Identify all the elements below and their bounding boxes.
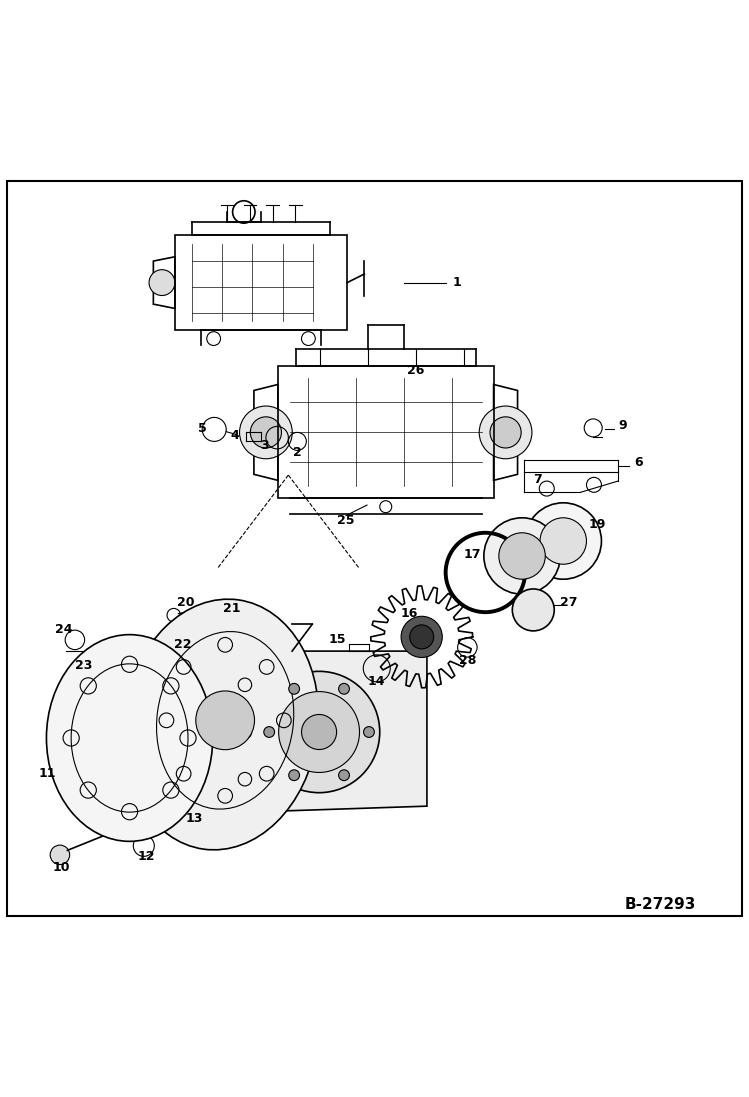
Text: 20: 20 [177,596,195,609]
Text: 21: 21 [223,602,241,615]
Text: 11: 11 [38,767,56,780]
Text: 24: 24 [55,623,73,636]
Circle shape [363,726,374,737]
Circle shape [499,533,545,579]
Circle shape [149,270,175,295]
Text: 9: 9 [618,419,627,432]
Circle shape [410,625,434,648]
Text: 16: 16 [401,607,419,620]
Circle shape [50,845,70,864]
Circle shape [339,683,349,694]
Text: 19: 19 [588,518,606,531]
Circle shape [258,671,380,793]
Circle shape [512,589,554,631]
Text: 14: 14 [367,676,385,688]
Circle shape [540,518,586,564]
Circle shape [250,417,282,448]
Ellipse shape [46,635,213,841]
Circle shape [484,518,560,595]
Text: 27: 27 [560,596,578,609]
Circle shape [195,691,255,749]
Text: 2: 2 [293,446,302,460]
Text: 10: 10 [52,861,70,874]
Text: 23: 23 [75,659,93,671]
Circle shape [339,770,349,781]
Text: 15: 15 [328,633,346,646]
Text: 28: 28 [458,654,476,667]
Text: 5: 5 [198,422,207,436]
Text: 3: 3 [260,440,269,452]
Text: 1: 1 [452,276,461,290]
Text: 26: 26 [407,364,425,376]
Text: 7: 7 [533,473,542,486]
Circle shape [525,502,601,579]
Text: 4: 4 [231,429,240,442]
Text: 22: 22 [174,637,192,651]
Circle shape [240,406,292,459]
Circle shape [302,714,336,749]
Text: 6: 6 [634,456,643,468]
Polygon shape [225,652,427,813]
Ellipse shape [124,599,318,850]
Text: 18: 18 [515,530,533,543]
Text: 13: 13 [186,812,204,825]
Circle shape [479,406,532,459]
Text: B-27293: B-27293 [625,896,697,912]
Circle shape [264,726,275,737]
Circle shape [279,691,360,772]
Circle shape [288,770,300,781]
Circle shape [401,617,442,657]
Circle shape [288,683,300,694]
Circle shape [490,417,521,448]
Text: 25: 25 [337,513,355,527]
Text: 17: 17 [463,548,481,561]
Text: 12: 12 [138,850,156,863]
